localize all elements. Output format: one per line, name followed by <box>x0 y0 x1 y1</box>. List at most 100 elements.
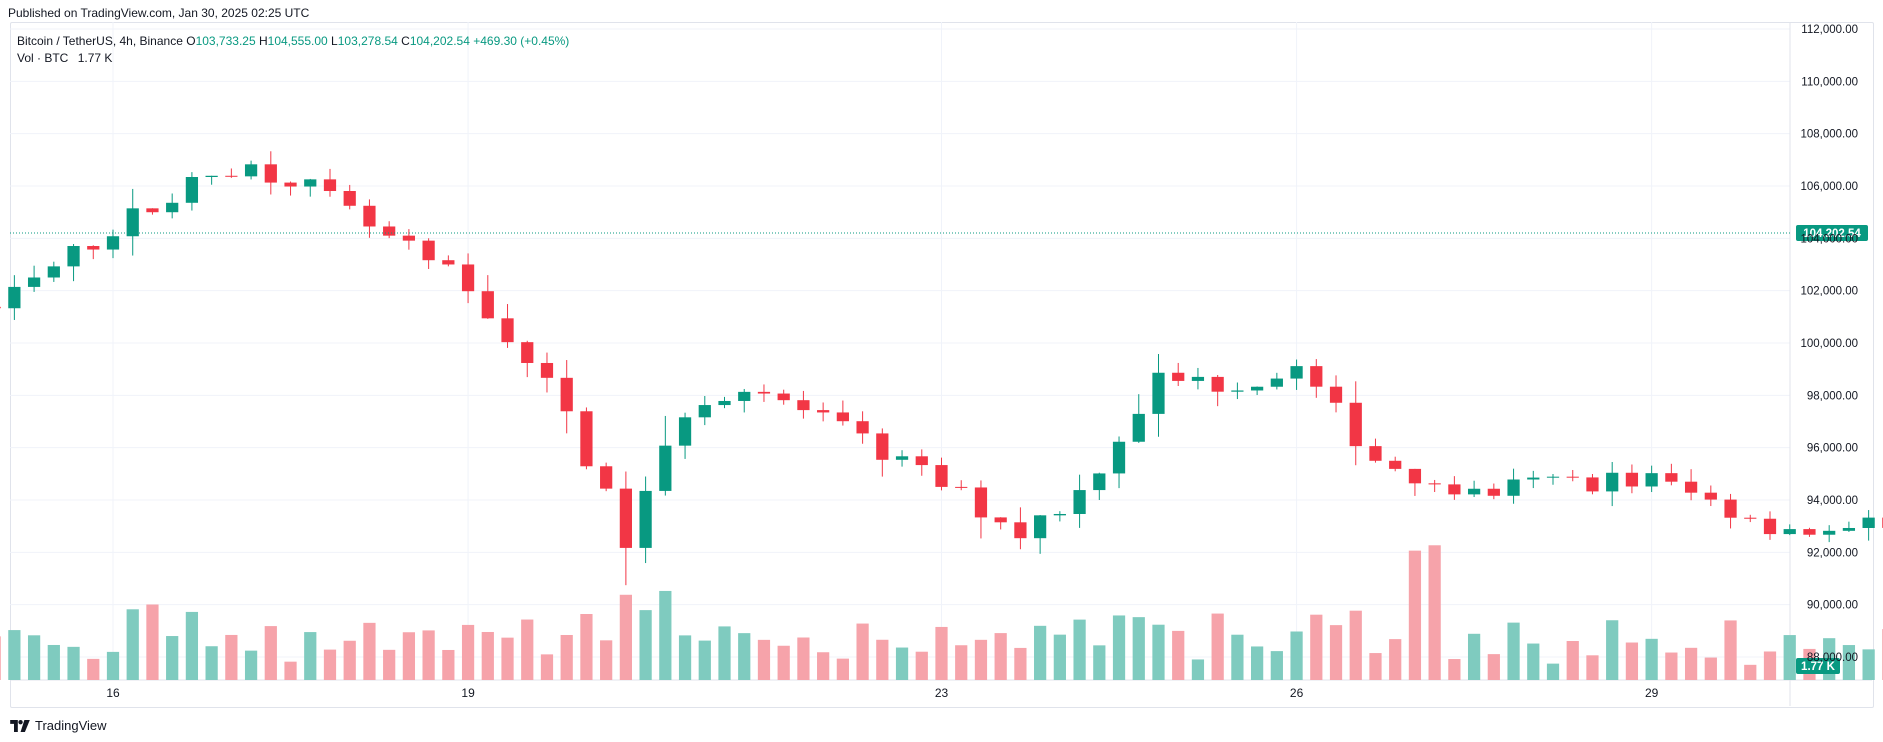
volume-bar <box>27 635 41 680</box>
candle-body <box>1665 473 1678 482</box>
volume-bar <box>876 639 889 680</box>
candle-body <box>521 342 534 363</box>
candle-body <box>1645 473 1658 487</box>
volume-bar <box>1152 624 1165 680</box>
candle-body <box>955 486 968 488</box>
candle-body <box>185 177 199 203</box>
volume-bar <box>442 649 455 680</box>
volume-bar <box>47 644 60 680</box>
volume-label: Vol · BTC <box>17 51 69 65</box>
volume-bar <box>994 633 1007 680</box>
volume-bar <box>461 624 475 680</box>
candle-body <box>1428 483 1441 485</box>
volume-bar <box>8 630 21 680</box>
volume-bar <box>501 637 514 680</box>
candle-body <box>1803 529 1816 535</box>
price-tick-label: 90,000.00 <box>1807 600 1858 612</box>
time-tick-label: 19 <box>461 686 475 700</box>
time-tick-label: 29 <box>1645 686 1659 700</box>
candle-body <box>560 377 573 412</box>
volume-bar <box>1073 619 1086 680</box>
candle-body <box>1034 515 1047 539</box>
volume-bar <box>1172 630 1185 680</box>
volume-bar <box>0 636 1 680</box>
candle-body <box>1231 390 1244 392</box>
candle-body <box>1191 376 1205 381</box>
volume-bar <box>1191 659 1205 680</box>
candle-body <box>1586 477 1599 492</box>
last-price-line: 104,202.54 1.77 K <box>10 225 1868 674</box>
price-tick-label: 88,000.00 <box>1807 652 1858 664</box>
change-value: +469.30 (+0.45%) <box>473 34 570 48</box>
volume-bar <box>422 630 435 680</box>
candle-body <box>1606 472 1619 492</box>
candle-body <box>422 240 435 261</box>
time-tick-label: 23 <box>935 686 949 700</box>
candle-body <box>225 175 238 177</box>
tradingview-brand[interactable]: TradingView <box>10 718 107 733</box>
volume-bar <box>718 626 731 680</box>
candle-body <box>1546 476 1560 478</box>
volume-bar <box>1112 615 1126 680</box>
candle-body <box>678 417 692 446</box>
candle-body <box>757 391 771 394</box>
last-price-tag <box>1796 225 1868 242</box>
candle-body <box>619 488 632 548</box>
low-value: 103,278.54 <box>337 34 398 48</box>
candle-body <box>1014 522 1027 539</box>
volume-bar <box>1251 646 1264 680</box>
volume-bar <box>383 649 396 680</box>
candle-body <box>1389 460 1402 469</box>
candle-body <box>580 411 593 467</box>
volume-bar <box>106 651 120 680</box>
volume-bar <box>1527 643 1540 680</box>
candle-body <box>915 456 928 466</box>
volume-bar <box>1862 649 1875 680</box>
volume-bar <box>1645 638 1658 680</box>
time-tick-label: 26 <box>1290 686 1304 700</box>
volume-bar <box>836 658 849 680</box>
candle-body <box>304 179 317 187</box>
volume-bar <box>797 637 810 680</box>
candle-body <box>106 236 120 250</box>
price-tick-label: 96,000.00 <box>1807 443 1858 455</box>
candle-body <box>935 465 948 487</box>
volume-bar <box>323 649 337 680</box>
candle-body <box>47 266 60 278</box>
volume-bar <box>166 636 179 680</box>
price-tick-label: 92,000.00 <box>1807 547 1858 559</box>
volume-bar <box>1408 550 1422 680</box>
candle-body <box>1349 402 1362 447</box>
volume-bar <box>935 626 948 680</box>
candle-body <box>166 202 179 213</box>
volume-bar <box>560 634 573 680</box>
candle-body <box>1310 366 1323 387</box>
volume-bar <box>264 626 277 680</box>
volume-bar <box>817 652 830 680</box>
candle-body <box>1625 472 1639 487</box>
volume-bar <box>87 658 100 680</box>
volume-bar <box>1665 652 1678 680</box>
volume-bar <box>126 609 139 680</box>
volume-bar <box>1724 620 1737 680</box>
candle-body <box>363 205 376 227</box>
volume-bar <box>698 640 711 680</box>
candle-body <box>1763 518 1777 535</box>
volume-bar <box>955 645 968 680</box>
volume-bar <box>757 639 771 680</box>
candle-body <box>1566 476 1579 478</box>
volume-bar <box>915 651 928 680</box>
candle-body <box>1152 372 1165 414</box>
volume-bar <box>1783 635 1796 680</box>
price-tick-label: 104,000.00 <box>1800 233 1858 245</box>
candle-body <box>639 490 652 548</box>
low-label: L <box>331 34 338 48</box>
volume-bar <box>185 611 199 680</box>
volume-bar <box>1290 631 1303 680</box>
volume-bar <box>1211 613 1224 680</box>
time-tick-label: 16 <box>106 686 120 700</box>
candle-body <box>1724 499 1737 518</box>
candle-body <box>1744 517 1757 519</box>
volume-bar <box>1053 634 1066 680</box>
